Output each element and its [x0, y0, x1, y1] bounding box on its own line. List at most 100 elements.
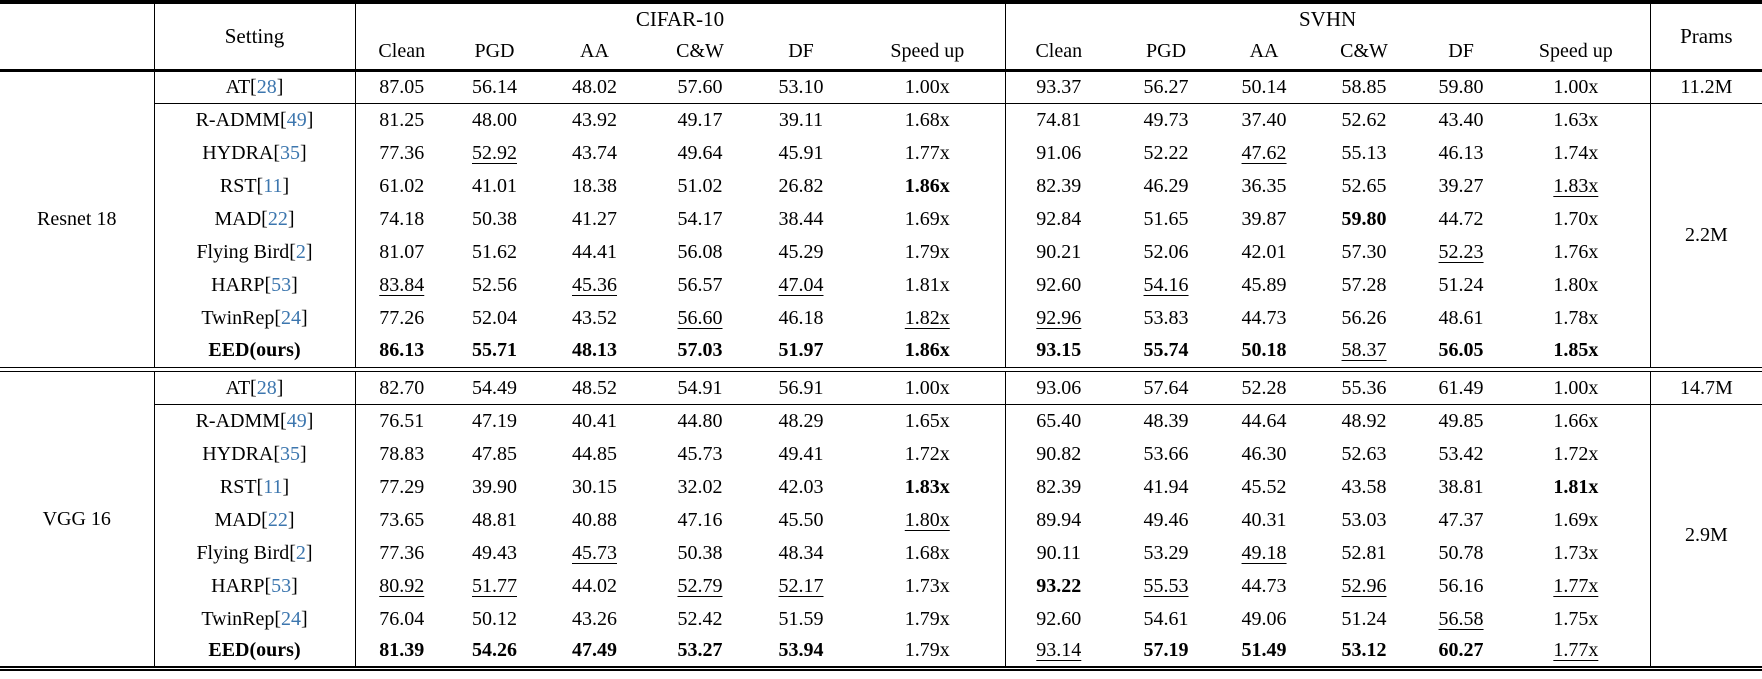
value-text: 54.17	[677, 207, 723, 230]
citation-link[interactable]: 49	[286, 409, 307, 432]
table-row: MAD[22] 74.18 50.38 41.27 54.17 38.44 1.69x 92.…	[0, 202, 1762, 236]
value-text: 1.00x	[1553, 376, 1599, 399]
citation-link[interactable]: 35	[280, 442, 301, 465]
value-text: 58.37	[1341, 339, 1387, 362]
value-cell: 1.77x	[850, 136, 1006, 170]
value-cell: 90.21	[1005, 236, 1112, 269]
value-text: 53.66	[1143, 442, 1189, 465]
citation-link[interactable]: 53	[271, 574, 292, 597]
value-cell: 56.60	[648, 302, 752, 335]
value-text: 39.87	[1241, 207, 1287, 230]
value-cell: 53.12	[1308, 636, 1420, 669]
value-text: 45.36	[572, 273, 617, 296]
citation-link[interactable]: 28	[256, 76, 277, 98]
corner-cell	[0, 2, 155, 71]
value-cell: 45.73	[541, 537, 648, 570]
value-text: 52.23	[1438, 240, 1484, 263]
value-cell: 1.80x	[1502, 268, 1651, 302]
value-cell: 73.65	[355, 504, 448, 537]
table-row: RST[11] 77.29 39.90 30.15 32.02 42.03 1.83x 82.…	[0, 470, 1762, 504]
citation-link[interactable]: 24	[281, 306, 302, 329]
block-divider-rule	[0, 367, 1762, 372]
method-name: RST[	[219, 475, 264, 498]
value-text: 52.96	[1341, 574, 1387, 597]
method-name-bracket: ]	[276, 376, 284, 399]
prams-cell: 2.2M	[1684, 224, 1728, 246]
value-cell: 1.77x	[1502, 635, 1651, 669]
value-cell: 52.17	[752, 570, 850, 603]
method-cell: AT[28]	[154, 371, 356, 405]
value-text: 1.77x	[1553, 574, 1599, 597]
value-cell: 58.85	[1308, 70, 1421, 104]
value-cell: 56.14	[448, 70, 541, 104]
value-text: 44.41	[572, 240, 617, 263]
value-cell: 1.68x	[850, 103, 1006, 137]
method-name: TwinRep[	[201, 306, 282, 329]
method-name-bracket: ]	[291, 273, 298, 296]
value-text: 46.18	[778, 306, 824, 329]
citation-link[interactable]: 28	[256, 376, 277, 399]
value-cell: 82.39	[1005, 471, 1112, 504]
value-text: 51.49	[1241, 639, 1287, 662]
citation-link[interactable]: 2	[295, 541, 306, 564]
value-text: 89.94	[1036, 508, 1082, 531]
value-text: 77.36	[379, 141, 425, 164]
table-row: TwinRep[24] 76.04 50.12 43.26 52.42 51.59 1.79…	[0, 602, 1762, 636]
value-text: 86.13	[379, 339, 425, 362]
method-name: HYDRA[	[202, 141, 281, 164]
table-row: HARP[53] 83.84 52.56 45.36 56.57 47.04 1.81x 92…	[0, 268, 1762, 302]
value-text: 1.82x	[904, 306, 950, 329]
citation-link[interactable]: 49	[286, 108, 307, 131]
citation-link[interactable]: 24	[281, 607, 302, 630]
method-cell: MAD[22]	[154, 503, 356, 537]
value-cell: 1.79x	[850, 235, 1006, 269]
citation-link[interactable]: 53	[271, 273, 292, 296]
value-cell: 49.41	[752, 438, 850, 471]
value-cell: 37.40	[1220, 104, 1308, 137]
value-cell: 1.86x	[850, 334, 1006, 368]
value-text: 92.84	[1036, 207, 1082, 230]
value-text: 56.08	[677, 240, 723, 263]
value-text: 52.63	[1341, 442, 1387, 465]
value-cell: 92.96	[1005, 302, 1112, 335]
method-cell: RST[11]	[154, 470, 356, 504]
value-text: 51.24	[1438, 273, 1484, 296]
citation-link[interactable]: 22	[267, 207, 288, 230]
method-cell: EED(ours)	[154, 334, 356, 368]
value-text: 92.96	[1036, 306, 1082, 329]
value-text: 30.15	[572, 475, 617, 498]
table-header: Setting CIFAR-10 SVHN Prams Clean PGD AA…	[0, 2, 1762, 71]
value-text: 49.06	[1241, 607, 1287, 630]
value-text: 1.78x	[1553, 306, 1599, 329]
citation-link[interactable]: 11	[263, 174, 283, 197]
value-cell: 48.29	[752, 405, 850, 438]
value-cell: 52.92	[448, 137, 541, 170]
method-name-bracket: ]	[287, 508, 295, 531]
value-cell: 42.03	[752, 471, 850, 504]
value-cell: 53.42	[1420, 438, 1502, 471]
table-row: R-ADMM[49] 81.25 48.00 43.92 49.17 39.11 1.68x…	[0, 103, 1762, 246]
value-cell: 77.36	[355, 537, 448, 570]
value-cell: 49.85	[1420, 405, 1502, 438]
method-cell: HYDRA[35]	[154, 437, 356, 471]
value-cell: 1.00x	[1502, 371, 1651, 405]
value-cell: 47.49	[541, 636, 648, 669]
value-text: 45.73	[677, 442, 723, 465]
value-text: 56.26	[1341, 306, 1387, 329]
value-text: 49.17	[677, 108, 723, 131]
value-cell: 50.78	[1420, 537, 1502, 570]
value-cell: 41.94	[1112, 471, 1220, 504]
value-cell: 57.28	[1308, 269, 1420, 302]
citation-link[interactable]: 22	[267, 508, 288, 531]
citation-link[interactable]: 11	[263, 475, 283, 498]
value-text: 1.69x	[1553, 508, 1599, 531]
method-name-bracket: ]	[301, 306, 308, 329]
value-text: 93.14	[1036, 639, 1082, 662]
value-cell: 1.68x	[850, 536, 1006, 570]
citation-link[interactable]: 35	[280, 141, 301, 164]
value-text: 54.26	[472, 639, 517, 662]
value-cell: 43.52	[541, 302, 648, 335]
citation-link[interactable]: 2	[295, 240, 306, 263]
value-text: 55.71	[472, 339, 517, 362]
value-cell: 51.49	[1220, 636, 1308, 669]
